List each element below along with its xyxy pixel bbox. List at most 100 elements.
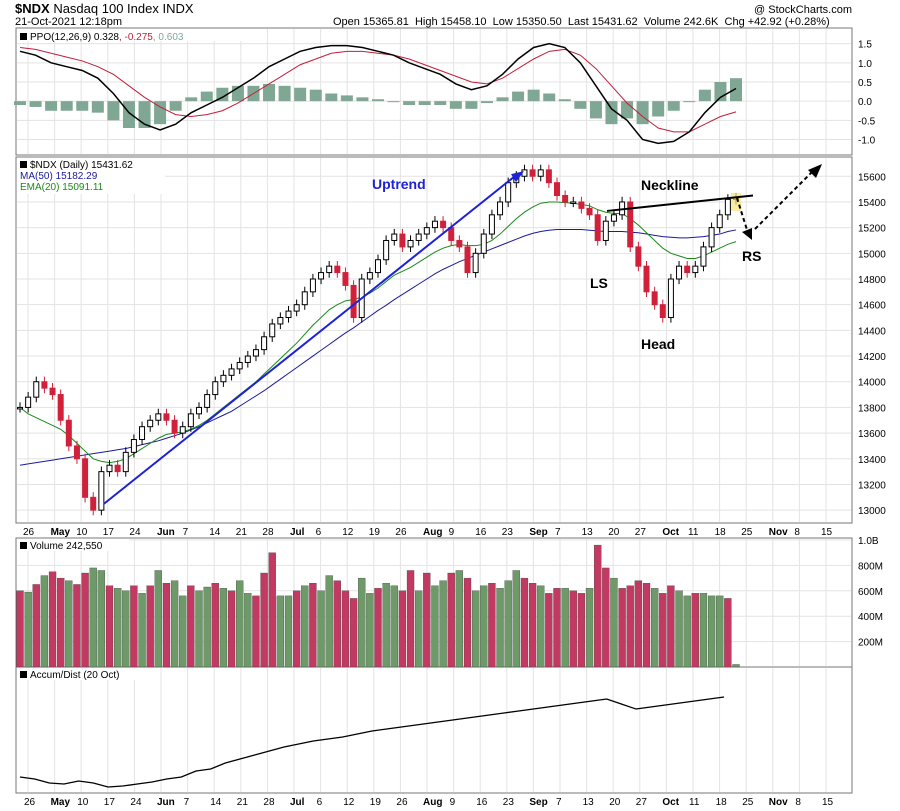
candle-body <box>423 227 430 235</box>
ad-xtick: 24 <box>130 797 142 808</box>
volume-legend: Volume 242,550 <box>30 541 103 552</box>
ppo-histogram-bar <box>698 89 711 102</box>
ppo-legend-part: 0.328 <box>94 32 119 43</box>
ppo-histogram-bar <box>574 101 587 109</box>
candle-body <box>25 396 32 408</box>
volume-bar <box>97 570 106 668</box>
candle-body <box>497 201 504 216</box>
ad-xtick: 15 <box>822 797 834 808</box>
candle-body <box>293 304 300 312</box>
volume-bar <box>195 590 203 668</box>
price-xtick-day: 13 <box>582 527 594 538</box>
volume-ytick: 800M <box>858 561 883 572</box>
uptrend-arrowhead <box>511 171 524 183</box>
price-xtick-day: 24 <box>129 527 141 538</box>
accum-dist-legend: Accum/Dist (20 Oct) <box>30 670 119 681</box>
last-candle-highlight <box>731 192 741 211</box>
candle-body <box>366 272 373 280</box>
volume-bar <box>260 572 268 668</box>
price-xtick-month: May <box>51 527 71 538</box>
volume-bar <box>162 583 171 668</box>
candle-body <box>285 310 292 319</box>
index-name: Nasdaq 100 Index <box>53 1 159 16</box>
ad-xtick: Jul <box>290 797 305 808</box>
ad-xtick: 28 <box>263 797 275 808</box>
volume-bar <box>333 580 341 668</box>
volume-bar <box>325 575 333 668</box>
quote-label-last: Last <box>561 16 592 28</box>
ppo-histogram-bar <box>418 101 431 105</box>
ad-xtick: 12 <box>343 797 355 808</box>
volume-bar <box>431 585 439 668</box>
ppo-histogram-bar <box>122 101 135 128</box>
candle-body <box>342 272 349 286</box>
candle-body <box>554 182 560 197</box>
rs-dashed-down <box>736 197 749 234</box>
ad-xtick: 8 <box>795 797 801 808</box>
candle-body <box>301 291 308 306</box>
volume-bar <box>577 593 586 668</box>
candle-body <box>196 406 202 415</box>
volume-bar <box>545 593 553 668</box>
volume-legend-swatch <box>20 542 27 549</box>
volume-bar <box>16 590 24 668</box>
candle-body <box>464 246 471 274</box>
price-ytick: 14800 <box>858 275 886 286</box>
candle-body <box>594 214 601 241</box>
candle-body <box>716 214 723 229</box>
volume-bar <box>48 571 57 668</box>
candle-body <box>431 220 438 229</box>
uptrend-line <box>103 172 519 505</box>
price-xtick-day: 21 <box>236 527 248 538</box>
volume-bar <box>471 590 480 668</box>
volume-bar <box>463 577 472 668</box>
ad-xtick: 14 <box>210 797 222 808</box>
quote-label-low: Low <box>486 16 516 28</box>
ad-legend-swatch <box>20 671 27 678</box>
quote-value-open: 15365.81 <box>362 16 409 28</box>
candle-body <box>505 182 512 203</box>
quote-value-chg: +42.92 (+0.28%) <box>747 16 830 28</box>
candle-body <box>147 419 154 428</box>
volume-bar <box>699 593 708 668</box>
ppo-histogram-bar <box>356 97 369 102</box>
ad-xtick: 26 <box>24 797 36 808</box>
quote-value-high: 15458.10 <box>440 16 487 28</box>
candle-body <box>171 419 178 434</box>
volume-bar <box>626 585 634 668</box>
price-legend-swatch <box>20 161 27 168</box>
candle-body <box>130 439 137 453</box>
ppo-histogram-bar <box>558 99 571 102</box>
volume-bar <box>122 590 130 668</box>
neckline-label: Neckline <box>641 177 699 193</box>
candle-body <box>139 426 146 441</box>
candle-body <box>57 394 64 421</box>
candle-body <box>602 220 609 241</box>
ppo-histogram-bar <box>14 101 26 105</box>
candle-body <box>212 381 219 396</box>
volume-bar <box>415 590 423 668</box>
price-ytick: 13000 <box>858 506 886 517</box>
price-xtick-day: 26 <box>23 527 35 538</box>
ppo-line <box>19 42 737 145</box>
ppo-histogram-bar <box>527 89 540 102</box>
quote-label-volume: Volume <box>637 16 684 28</box>
ppo-histogram-bar <box>652 101 665 117</box>
price-xtick-month: Sep <box>529 527 547 538</box>
candle-body <box>269 323 276 338</box>
volume-bar <box>284 595 293 668</box>
volume-bar <box>642 583 651 668</box>
ppo-histogram-bar <box>200 91 213 102</box>
ppo-histogram-bar <box>543 93 556 102</box>
volume-bar <box>691 593 699 668</box>
volume-bar <box>594 544 602 668</box>
candle-body <box>106 464 113 473</box>
volume-bar <box>569 590 577 668</box>
ppo-histogram-bar <box>169 101 182 111</box>
candle-body <box>407 239 414 248</box>
volume-bar <box>504 580 512 668</box>
candle-body <box>228 368 235 376</box>
candle-body <box>375 259 381 274</box>
volume-bar <box>244 593 252 668</box>
